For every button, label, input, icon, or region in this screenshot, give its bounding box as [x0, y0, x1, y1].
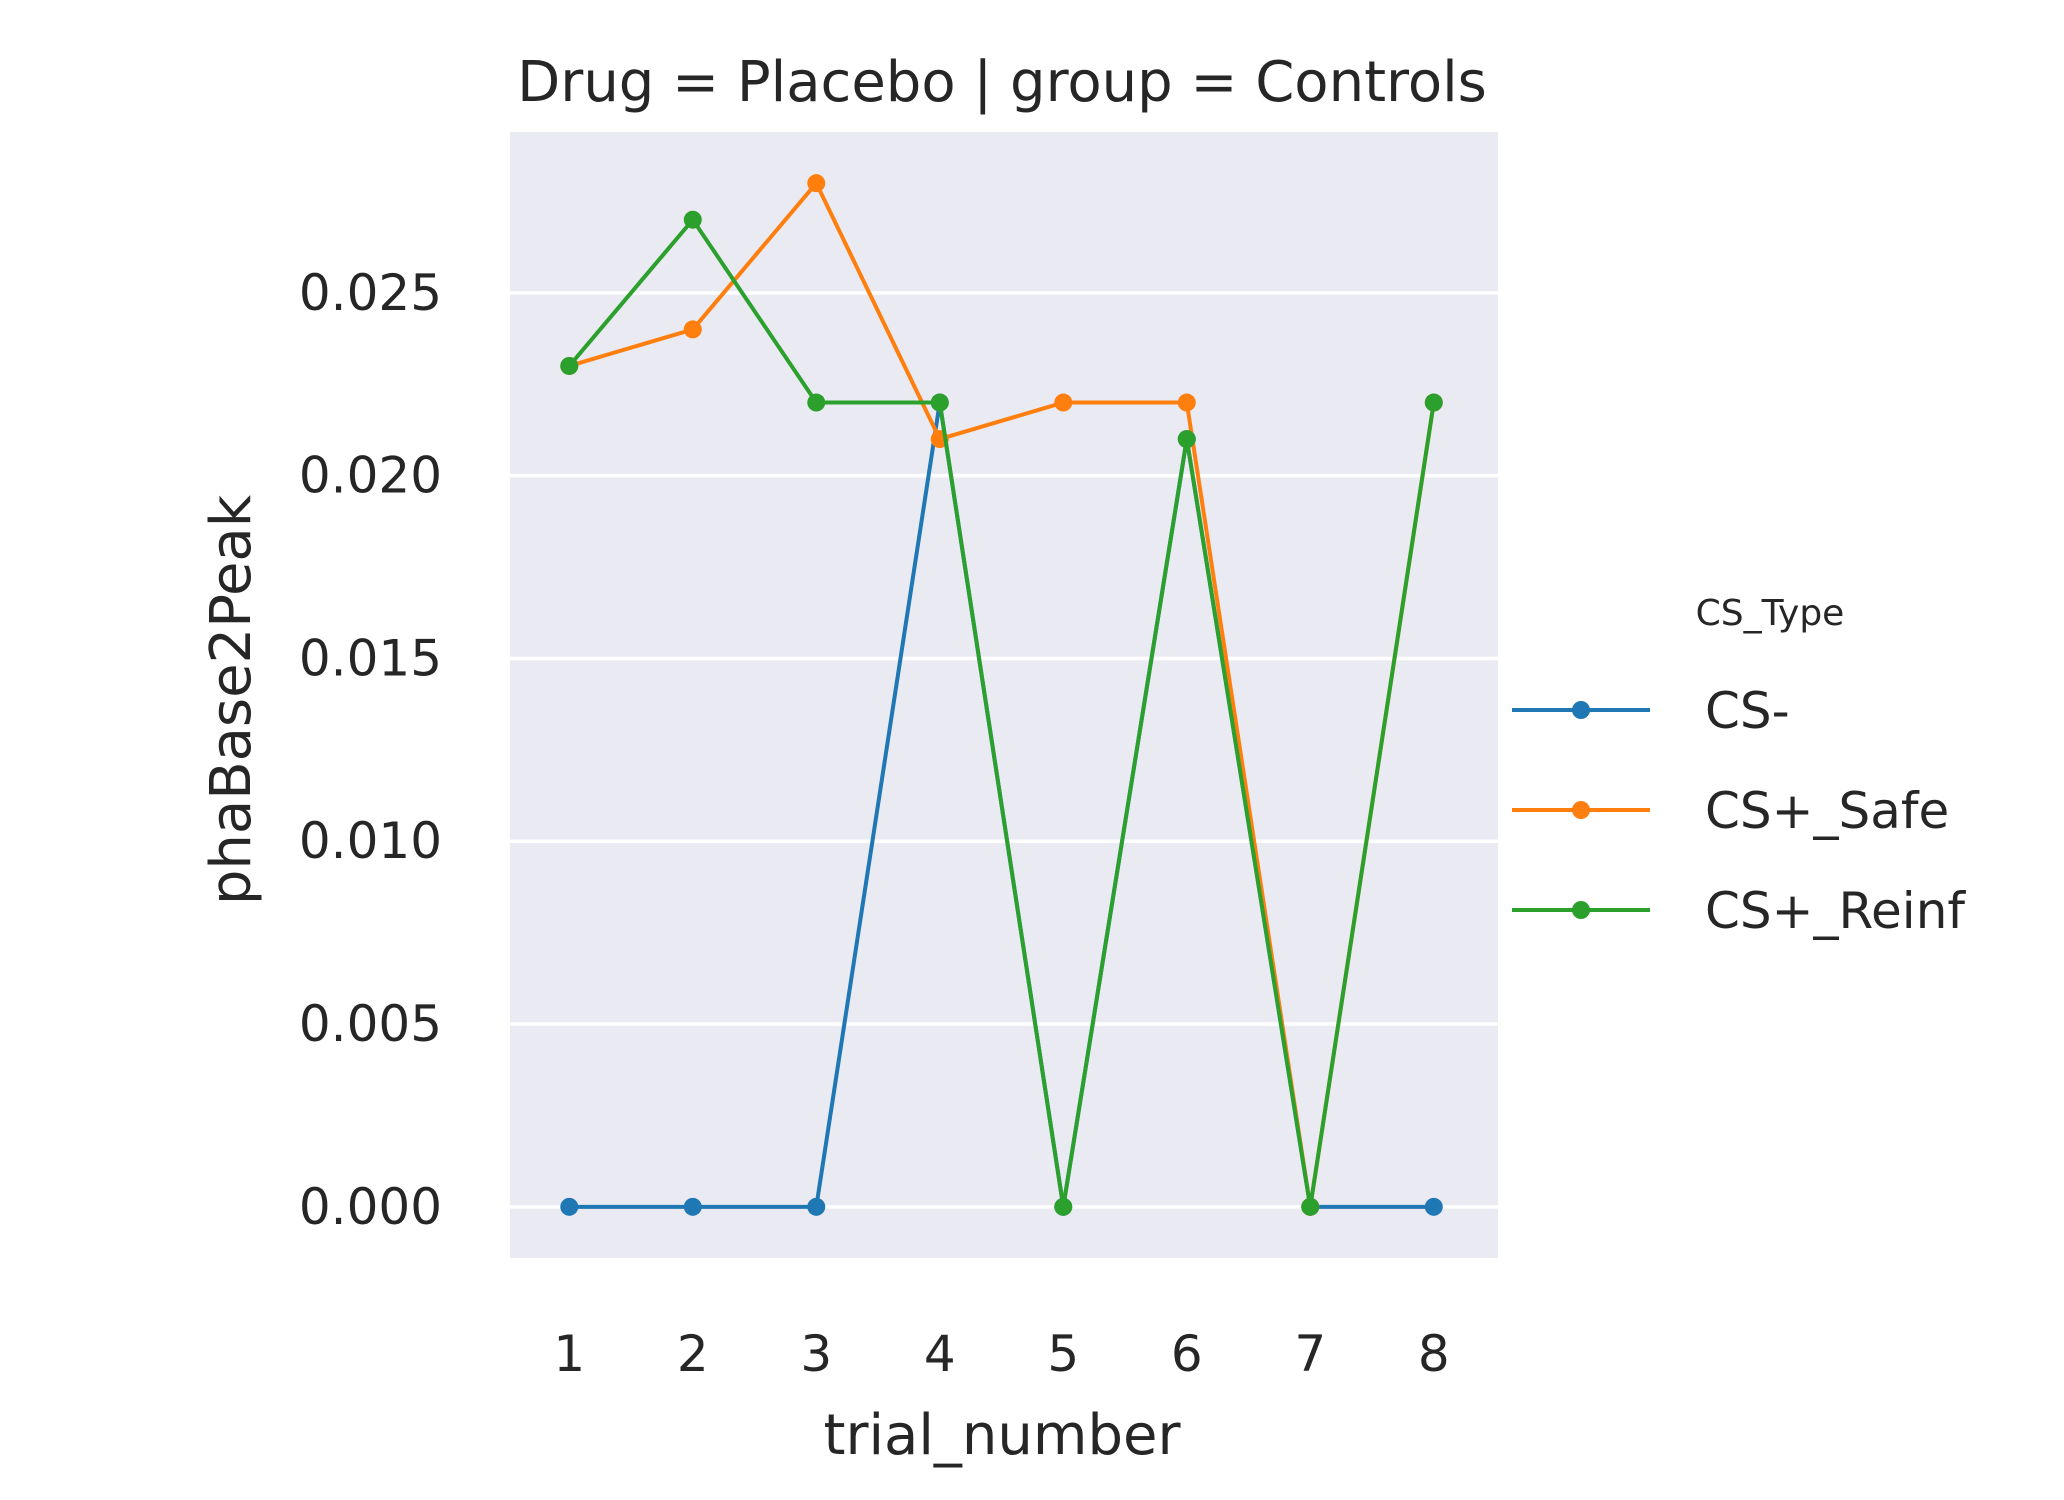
- y-tick-labels: 0.000 0.005 0.010 0.015 0.020 0.025: [299, 264, 442, 1236]
- x-tick-label: 8: [1418, 1325, 1450, 1383]
- data-point: [1054, 393, 1073, 412]
- legend: CS_Type CS- CS+_Safe CS+_Reinf: [1512, 593, 1966, 940]
- y-tick-label: 0.005: [299, 995, 442, 1053]
- data-point: [683, 1197, 702, 1216]
- data-point: [683, 210, 702, 229]
- data-point: [683, 320, 702, 339]
- legend-label: CS-: [1705, 682, 1790, 740]
- x-tick-label: 7: [1294, 1325, 1326, 1383]
- data-point: [560, 356, 579, 375]
- x-tick-label: 5: [1047, 1325, 1079, 1383]
- data-point: [1424, 393, 1443, 412]
- legend-item: CS-: [1512, 682, 1790, 740]
- data-point: [1301, 1197, 1320, 1216]
- legend-label: CS+_Safe: [1705, 782, 1949, 840]
- legend-marker: [1572, 901, 1590, 919]
- series-line: [567, 217, 1436, 1209]
- data-point: [1054, 1197, 1073, 1216]
- chart-title: Drug = Placebo | group = Controls: [517, 50, 1487, 115]
- data-point: [930, 393, 949, 412]
- x-tick-label: 1: [553, 1325, 585, 1383]
- series-layer: [560, 174, 1443, 1216]
- legend-marker: [1572, 801, 1590, 819]
- x-axis-label: trial_number: [824, 1403, 1182, 1468]
- legend-item: CS+_Safe: [1512, 782, 1949, 840]
- legend-title: CS_Type: [1696, 593, 1845, 634]
- legend-item: CS+_Reinf: [1512, 882, 1966, 940]
- x-tick-label: 4: [924, 1325, 956, 1383]
- plot-background: [510, 132, 1498, 1258]
- x-tick-labels: 1 2 3 4 5 6 7 8: [553, 1325, 1449, 1383]
- data-point: [560, 1197, 579, 1216]
- x-tick-label: 2: [677, 1325, 709, 1383]
- data-point: [807, 174, 826, 193]
- y-axis-label: phaBase2Peak: [199, 494, 264, 905]
- y-tick-label: 0.010: [299, 812, 442, 870]
- data-point: [807, 393, 826, 412]
- x-tick-label: 6: [1171, 1325, 1203, 1383]
- data-point: [1177, 393, 1196, 412]
- data-point: [1424, 1197, 1443, 1216]
- data-point: [807, 1197, 826, 1216]
- legend-label: CS+_Reinf: [1705, 882, 1966, 940]
- data-point: [1177, 430, 1196, 449]
- y-tick-label: 0.015: [299, 629, 442, 687]
- series-CS+_Reinf: [560, 210, 1443, 1216]
- x-tick-label: 3: [800, 1325, 832, 1383]
- y-tick-label: 0.000: [299, 1178, 442, 1236]
- y-tick-label: 0.025: [299, 264, 442, 322]
- legend-marker: [1572, 701, 1590, 719]
- y-tick-label: 0.020: [299, 447, 442, 505]
